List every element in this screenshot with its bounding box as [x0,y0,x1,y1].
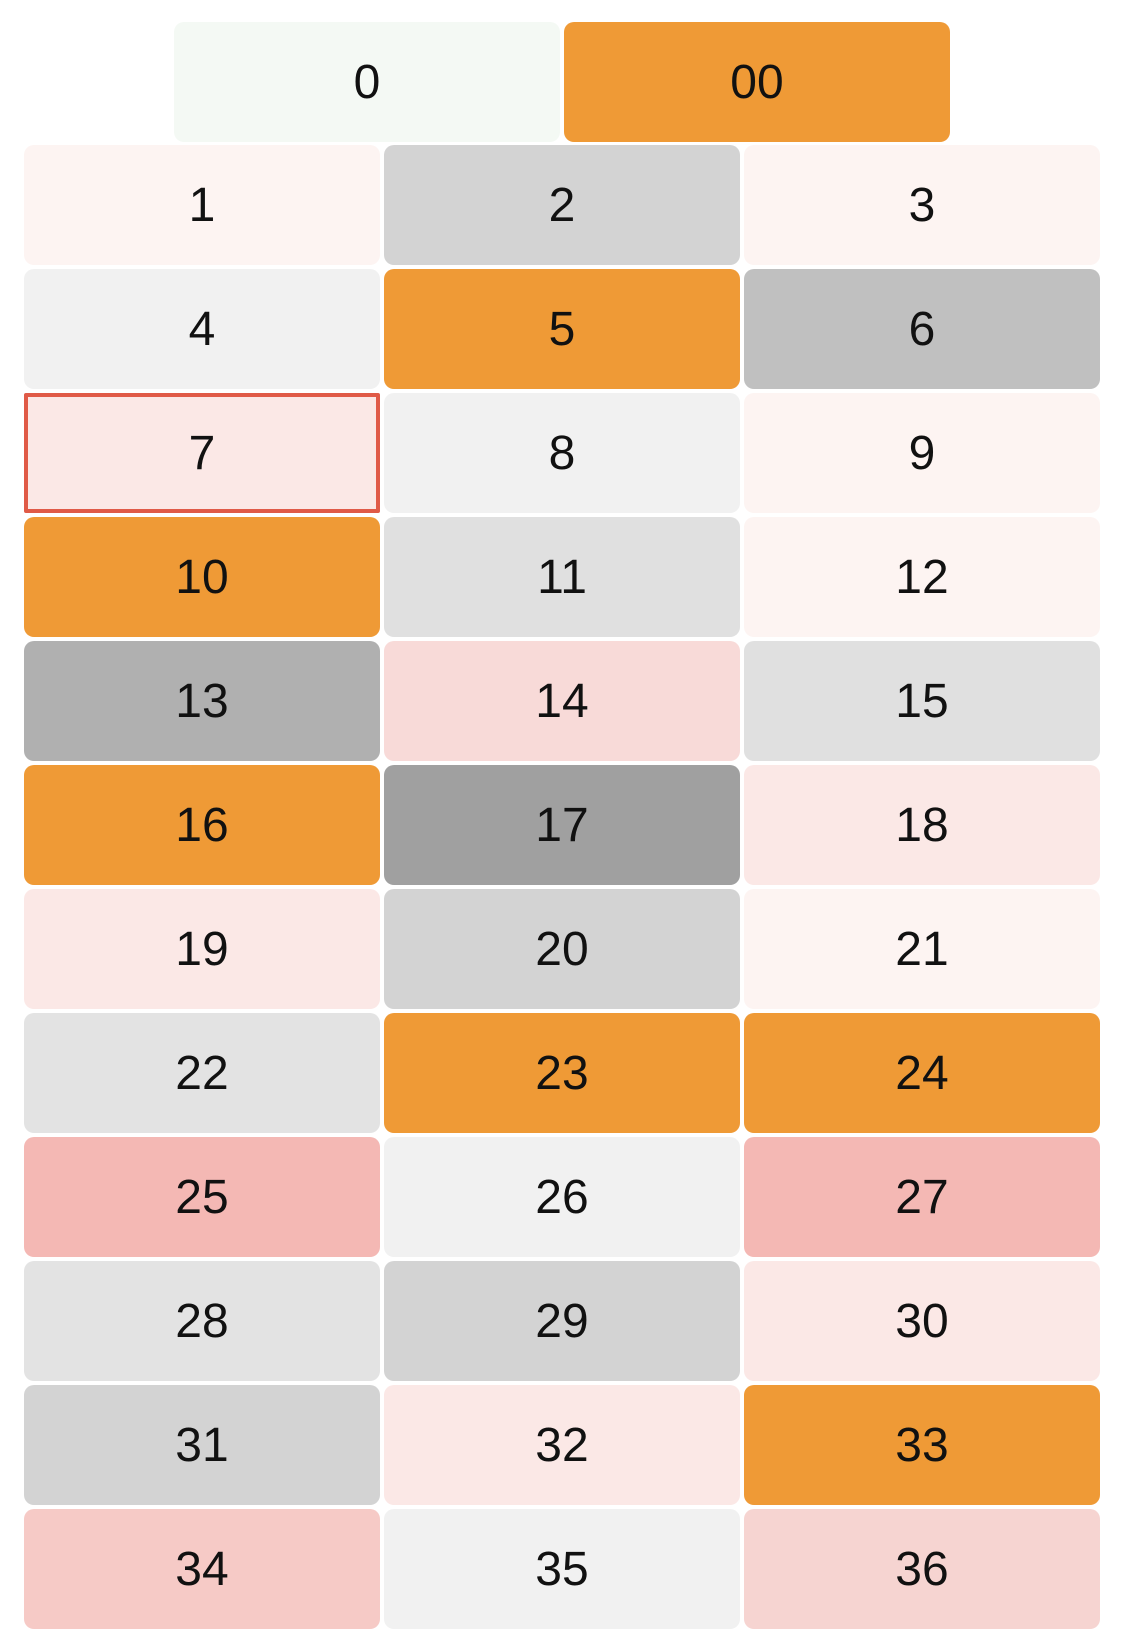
cell-13[interactable]: 13 [24,641,380,761]
cell-30[interactable]: 30 [744,1261,1100,1381]
cell-35[interactable]: 35 [384,1509,740,1629]
cell-32[interactable]: 32 [384,1385,740,1505]
cell-00[interactable]: 00 [564,22,950,142]
zero-row: 0 00 [174,22,950,142]
cell-14[interactable]: 14 [384,641,740,761]
cell-34[interactable]: 34 [24,1509,380,1629]
cell-22[interactable]: 22 [24,1013,380,1133]
cell-27[interactable]: 27 [744,1137,1100,1257]
cell-31[interactable]: 31 [24,1385,380,1505]
cell-9[interactable]: 9 [744,393,1100,513]
cell-0[interactable]: 0 [174,22,560,142]
cell-3[interactable]: 3 [744,145,1100,265]
cell-15[interactable]: 15 [744,641,1100,761]
cell-10[interactable]: 10 [24,517,380,637]
cell-4[interactable]: 4 [24,269,380,389]
cell-33[interactable]: 33 [744,1385,1100,1505]
cell-20[interactable]: 20 [384,889,740,1009]
number-grid: 1 2 3 4 5 6 7 8 9 10 11 12 13 14 15 16 17 18 19 20 21 22 23 24 2… [24,145,1100,1629]
cell-5[interactable]: 5 [384,269,740,389]
cell-18[interactable]: 18 [744,765,1100,885]
cell-8[interactable]: 8 [384,393,740,513]
cell-25[interactable]: 25 [24,1137,380,1257]
cell-16[interactable]: 16 [24,765,380,885]
cell-24[interactable]: 24 [744,1013,1100,1133]
cell-26[interactable]: 26 [384,1137,740,1257]
cell-17[interactable]: 17 [384,765,740,885]
cell-28[interactable]: 28 [24,1261,380,1381]
cell-19[interactable]: 19 [24,889,380,1009]
cell-2[interactable]: 2 [384,145,740,265]
cell-1[interactable]: 1 [24,145,380,265]
cell-12[interactable]: 12 [744,517,1100,637]
cell-7[interactable]: 7 [24,393,380,513]
cell-23[interactable]: 23 [384,1013,740,1133]
cell-21[interactable]: 21 [744,889,1100,1009]
cell-29[interactable]: 29 [384,1261,740,1381]
cell-11[interactable]: 11 [384,517,740,637]
cell-36[interactable]: 36 [744,1509,1100,1629]
cell-6[interactable]: 6 [744,269,1100,389]
